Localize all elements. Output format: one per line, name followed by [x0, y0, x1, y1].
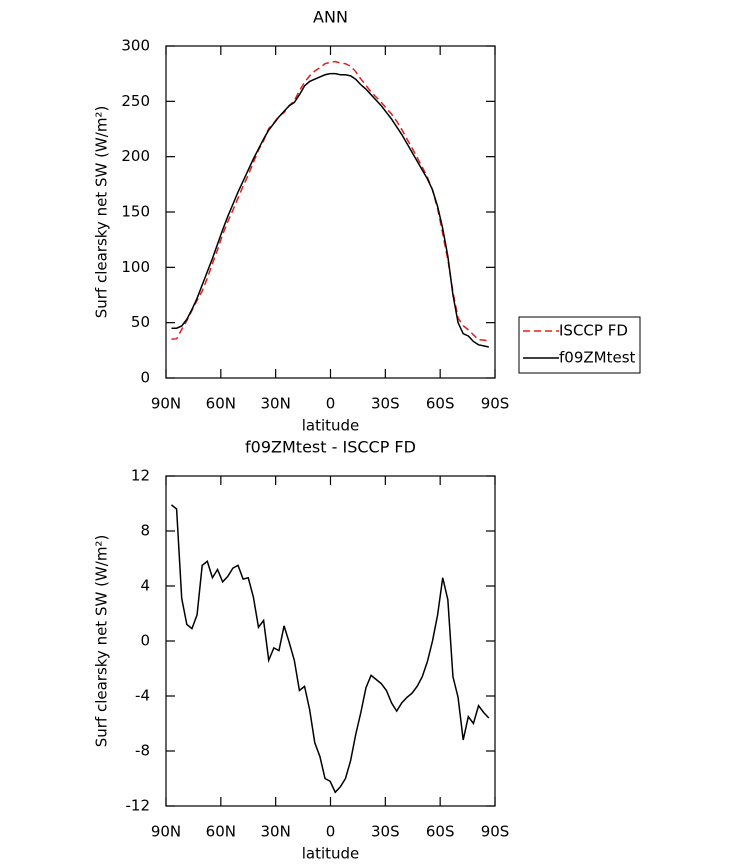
x-tick-label: 30S	[371, 395, 400, 413]
y-tick-label: 150	[121, 203, 150, 221]
x-axis-label: latitude	[302, 845, 360, 863]
x-tick-label: 60S	[426, 395, 455, 413]
legend-box	[518, 316, 641, 374]
x-tick-label: 60S	[426, 823, 455, 841]
x-tick-label: 90S	[481, 395, 510, 413]
x-tick-label: 0	[326, 395, 336, 413]
y-tick-label: 0	[140, 632, 150, 650]
y-tick-label: 50	[131, 313, 150, 331]
x-tick-label: 0	[326, 823, 336, 841]
x-tick-label: 60N	[206, 823, 236, 841]
y-tick-label: 100	[121, 258, 150, 276]
y-tick-label: 300	[121, 37, 150, 55]
plot-frame	[165, 45, 496, 379]
data-line	[171, 60, 489, 342]
x-tick-label: 90S	[481, 823, 510, 841]
plot-area	[171, 60, 489, 348]
data-line	[171, 504, 490, 794]
x-axis-label: latitude	[302, 417, 360, 435]
plot-area	[171, 504, 490, 794]
x-tick-label: 30N	[261, 395, 291, 413]
y-tick-label: 4	[140, 577, 150, 595]
y-tick-label: -8	[135, 742, 150, 760]
chart-title: f09ZMtest - ISCCP FD	[245, 438, 416, 457]
y-axis-label: Surf clearsky net SW (W/m²)	[93, 106, 111, 319]
y-tick-label: -4	[135, 687, 150, 705]
y-tick-label: -12	[126, 797, 151, 815]
x-tick-label: 30N	[261, 823, 291, 841]
y-tick-label: 0	[140, 369, 150, 387]
x-tick-label: 30S	[371, 823, 400, 841]
legend-label: ISCCP FD	[559, 322, 628, 340]
plot-frame	[165, 475, 496, 807]
y-tick-label: 12	[131, 467, 150, 485]
y-tick-label: 250	[121, 92, 150, 110]
y-tick-label: 8	[140, 522, 150, 540]
data-line	[171, 72, 489, 348]
y-tick-label: 200	[121, 147, 150, 165]
x-tick-label: 60N	[206, 395, 236, 413]
x-tick-label: 90N	[151, 823, 181, 841]
x-tick-label: 90N	[151, 395, 181, 413]
chart-title: ANN	[313, 8, 348, 27]
y-axis-label: Surf clearsky net SW (W/m²)	[93, 535, 111, 748]
legend-label: f09ZMtest	[559, 349, 636, 367]
